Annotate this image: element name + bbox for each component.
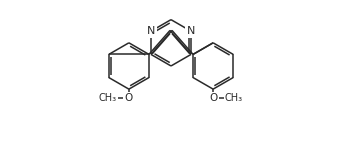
Text: O: O [209, 93, 217, 103]
Text: O: O [125, 93, 133, 103]
Text: CH₃: CH₃ [99, 93, 117, 103]
Text: CH₃: CH₃ [225, 93, 243, 103]
Text: N: N [147, 26, 155, 36]
Text: N: N [187, 26, 195, 36]
